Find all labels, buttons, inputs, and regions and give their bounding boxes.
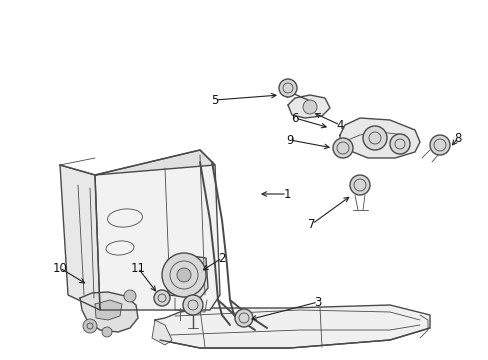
Polygon shape: [339, 118, 419, 158]
Polygon shape: [95, 150, 220, 310]
Circle shape: [429, 135, 449, 155]
Polygon shape: [155, 305, 429, 348]
Text: 5: 5: [211, 94, 218, 107]
Text: 4: 4: [336, 118, 343, 131]
Circle shape: [162, 253, 205, 297]
Circle shape: [279, 79, 296, 97]
Text: 1: 1: [283, 188, 290, 201]
Text: 3: 3: [314, 296, 321, 309]
Circle shape: [389, 134, 409, 154]
Text: 7: 7: [307, 217, 315, 230]
Circle shape: [177, 268, 191, 282]
Text: 2: 2: [218, 252, 225, 265]
Circle shape: [349, 175, 369, 195]
Text: 11: 11: [130, 261, 145, 274]
Circle shape: [303, 100, 316, 114]
Text: 10: 10: [52, 261, 67, 274]
Polygon shape: [95, 300, 122, 320]
Text: 6: 6: [291, 112, 298, 125]
Circle shape: [332, 138, 352, 158]
Circle shape: [362, 126, 386, 150]
Polygon shape: [168, 255, 207, 298]
Polygon shape: [287, 95, 329, 118]
Text: 8: 8: [453, 131, 461, 144]
Polygon shape: [152, 320, 172, 345]
Text: 9: 9: [285, 134, 293, 147]
Polygon shape: [95, 150, 215, 175]
Circle shape: [183, 295, 203, 315]
Polygon shape: [60, 165, 100, 310]
Circle shape: [235, 309, 252, 327]
Circle shape: [154, 290, 170, 306]
Polygon shape: [80, 292, 138, 332]
Circle shape: [124, 290, 136, 302]
Circle shape: [83, 319, 97, 333]
Circle shape: [102, 327, 112, 337]
